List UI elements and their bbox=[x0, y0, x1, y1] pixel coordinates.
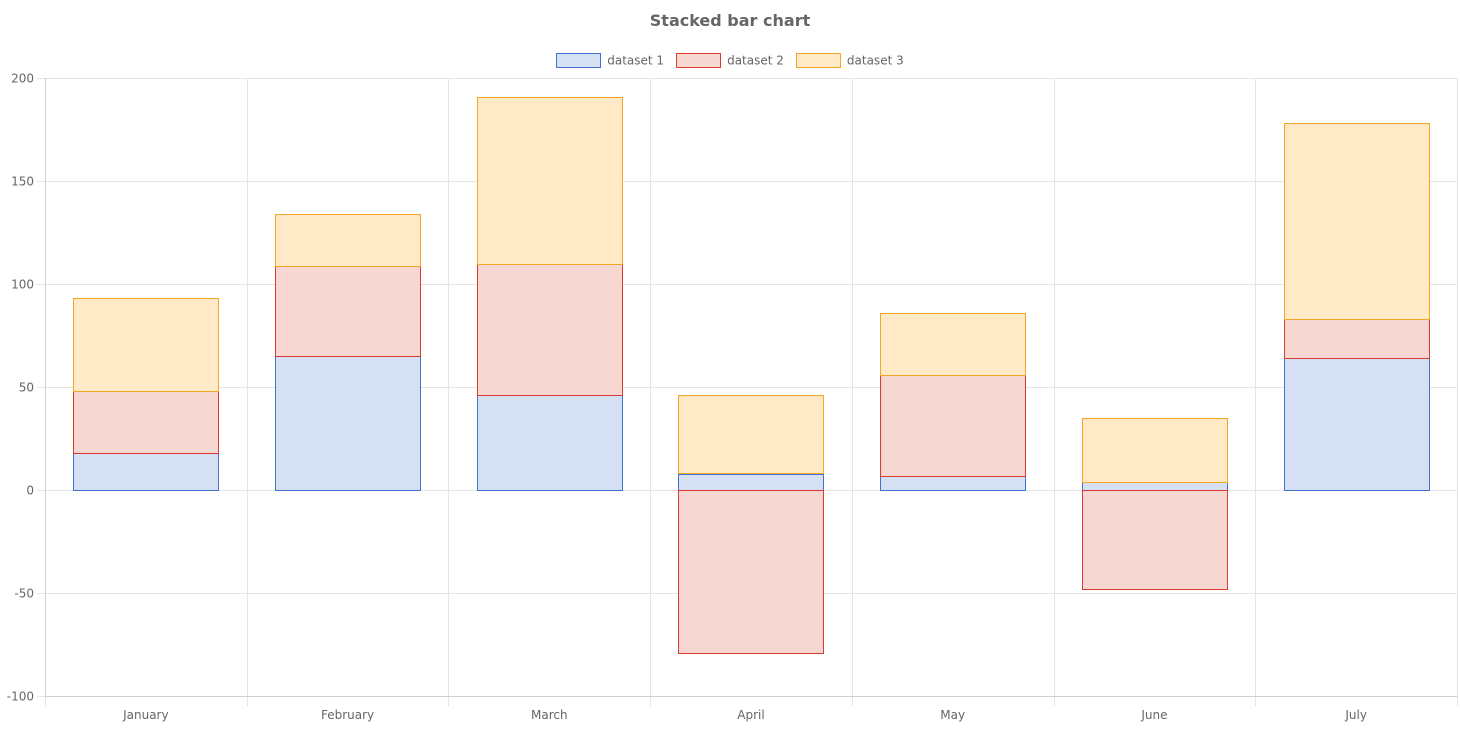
legend-label[interactable]: dataset 3 bbox=[847, 54, 904, 68]
bar-dataset-1-april[interactable] bbox=[678, 474, 824, 491]
x-tick-label: May bbox=[940, 708, 965, 722]
bar-dataset-3-july[interactable] bbox=[1284, 123, 1430, 320]
bars bbox=[73, 97, 1430, 654]
bar-dataset-2-february[interactable] bbox=[275, 265, 421, 357]
bar-dataset-2-june[interactable] bbox=[1082, 490, 1228, 590]
x-tick-label: March bbox=[531, 708, 568, 722]
bar-dataset-2-january[interactable] bbox=[73, 391, 219, 454]
x-tick-label: January bbox=[122, 708, 169, 722]
axes: 200 150 100 50 0 -50 -100 January February March A… bbox=[7, 72, 1457, 722]
y-tick-label: -100 bbox=[7, 690, 34, 704]
bar-dataset-3-january[interactable] bbox=[73, 298, 219, 392]
bar-dataset-3-may[interactable] bbox=[880, 313, 1026, 376]
y-tick-label: -50 bbox=[14, 587, 34, 601]
legend-label[interactable]: dataset 1 bbox=[607, 54, 664, 68]
y-tick-label: 200 bbox=[11, 72, 34, 86]
y-tick-label: 0 bbox=[26, 484, 34, 498]
bar-dataset-1-may[interactable] bbox=[880, 476, 1026, 491]
y-tick-label: 150 bbox=[11, 175, 34, 189]
legend: dataset 1 dataset 2 dataset 3 bbox=[556, 53, 904, 68]
x-tick-label: February bbox=[321, 708, 374, 722]
legend-swatch-dataset-2[interactable] bbox=[676, 53, 721, 68]
bar-dataset-2-may[interactable] bbox=[880, 375, 1026, 477]
legend-label[interactable]: dataset 2 bbox=[727, 54, 784, 68]
y-tick-label: 50 bbox=[19, 381, 34, 395]
bar-dataset-3-april[interactable] bbox=[678, 395, 824, 474]
bar-dataset-1-june[interactable] bbox=[1082, 482, 1228, 491]
legend-swatch-dataset-1[interactable] bbox=[556, 53, 601, 68]
chart-title: Stacked bar chart bbox=[650, 11, 811, 30]
x-tick-label: July bbox=[1344, 708, 1367, 722]
bar-dataset-2-july[interactable] bbox=[1284, 319, 1430, 359]
bar-dataset-3-march[interactable] bbox=[477, 97, 623, 265]
bar-dataset-2-april[interactable] bbox=[678, 490, 824, 654]
bar-dataset-1-march[interactable] bbox=[477, 395, 623, 491]
bar-dataset-3-june[interactable] bbox=[1082, 418, 1228, 483]
legend-swatch-dataset-3[interactable] bbox=[796, 53, 841, 68]
bar-dataset-3-february[interactable] bbox=[275, 214, 421, 267]
x-tick-label: April bbox=[737, 708, 764, 722]
x-tick-label: June bbox=[1140, 708, 1167, 722]
bar-dataset-1-january[interactable] bbox=[73, 453, 219, 491]
y-tick-label: 100 bbox=[11, 278, 34, 292]
bar-dataset-2-march[interactable] bbox=[477, 263, 623, 396]
bar-dataset-1-july[interactable] bbox=[1284, 358, 1430, 491]
bar-dataset-1-february[interactable] bbox=[275, 356, 421, 491]
